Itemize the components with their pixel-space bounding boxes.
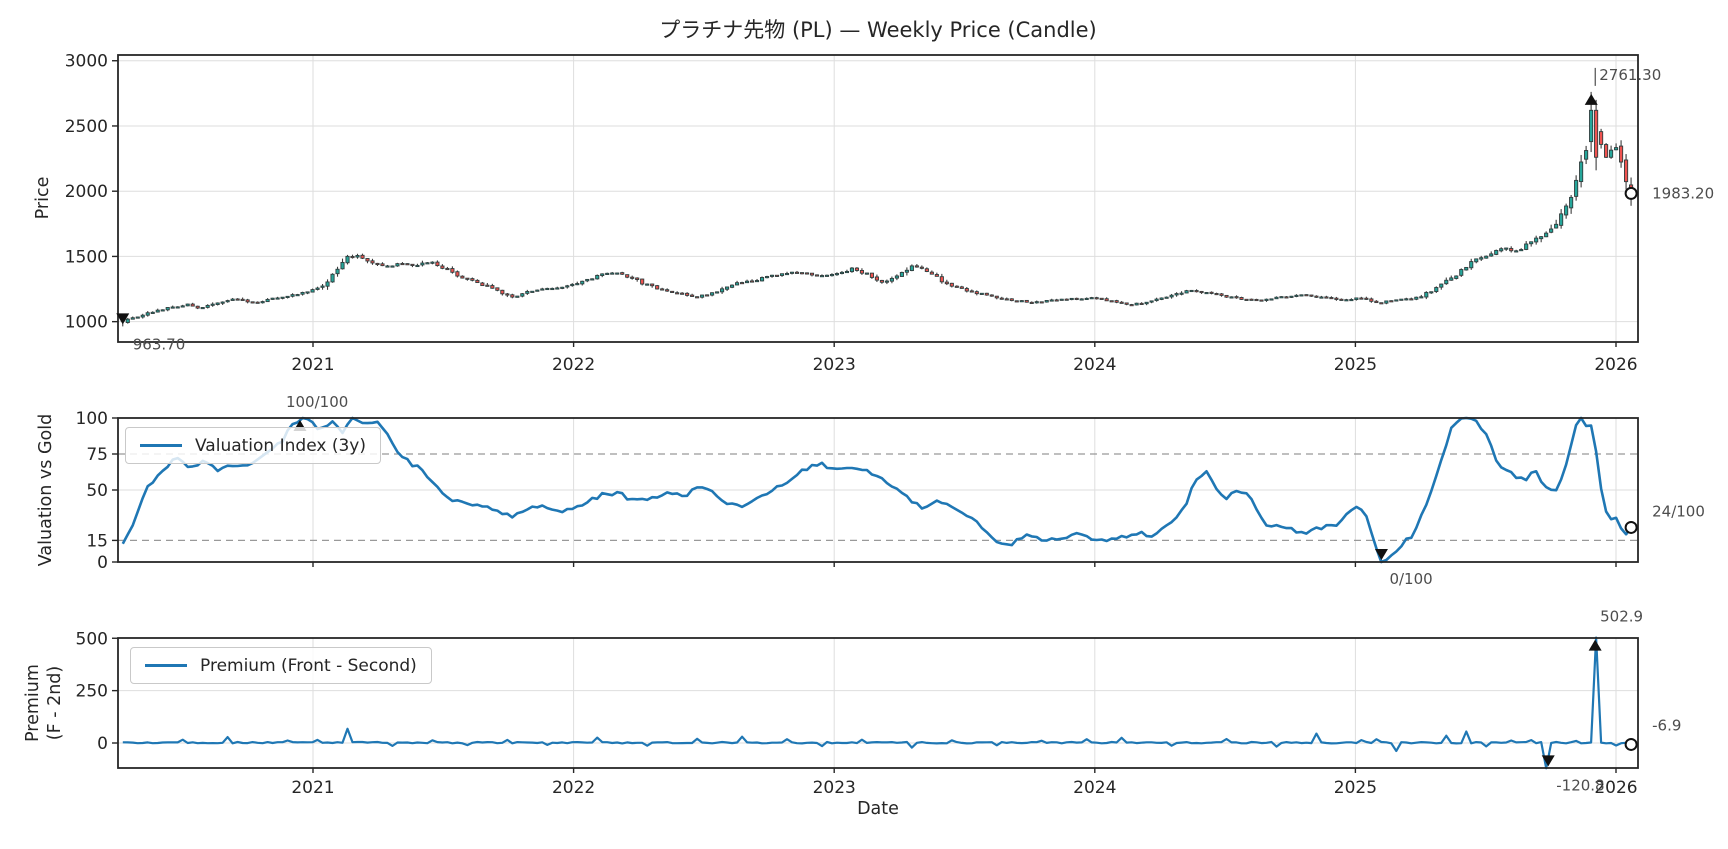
svg-text:2000: 2000 xyxy=(65,182,108,202)
svg-text:2761.30: 2761.30 xyxy=(1599,66,1661,84)
svg-text:2022: 2022 xyxy=(552,355,595,375)
svg-text:502.9: 502.9 xyxy=(1600,608,1643,626)
svg-text:1000: 1000 xyxy=(65,313,108,333)
price-axis-label: Price xyxy=(33,176,54,220)
svg-text:2500: 2500 xyxy=(65,117,108,137)
annotation-0-100: 0/100 xyxy=(1374,549,1433,588)
svg-text:-120.8: -120.8 xyxy=(1556,776,1604,794)
annotation-2761-30: 2761.30 xyxy=(1584,66,1661,105)
annotation-6-9: -6.9 xyxy=(1624,716,1681,751)
chart-title: プラチナ先物 (PL) — Weekly Price (Candle) xyxy=(659,18,1097,42)
annotation-120-8: -120.8 xyxy=(1541,755,1605,794)
svg-text:-6.9: -6.9 xyxy=(1652,716,1681,734)
axes: 1000150020002500300001550751000250500202… xyxy=(65,52,1639,798)
annotation-100-100: 100/100 xyxy=(286,393,348,431)
valuation-axis-label: Valuation vs Gold xyxy=(36,413,57,567)
premium-axis-label: Premium (F - 2nd) xyxy=(23,664,67,742)
valuation-legend-label: Valuation Index (3y) xyxy=(195,435,366,456)
svg-text:50: 50 xyxy=(86,481,108,501)
svg-text:2022: 2022 xyxy=(552,778,595,798)
svg-text:24/100: 24/100 xyxy=(1652,502,1705,520)
svg-text:75: 75 xyxy=(86,445,108,465)
candlestick-series xyxy=(120,91,1634,327)
svg-text:0/100: 0/100 xyxy=(1389,570,1432,588)
svg-text:2026: 2026 xyxy=(1594,355,1637,375)
svg-text:3000: 3000 xyxy=(65,52,108,72)
svg-text:0: 0 xyxy=(97,734,108,754)
svg-text:100/100: 100/100 xyxy=(286,393,348,411)
valuation-index-line xyxy=(121,416,1633,564)
svg-text:250: 250 xyxy=(76,682,108,702)
svg-text:2024: 2024 xyxy=(1073,355,1116,375)
svg-text:2025: 2025 xyxy=(1334,355,1377,375)
svg-text:500: 500 xyxy=(76,629,108,649)
svg-text:1983.20: 1983.20 xyxy=(1652,184,1714,202)
valuation-legend: Valuation Index (3y) xyxy=(125,427,381,464)
annotation-502-9: 502.9 xyxy=(1588,608,1643,651)
premium-legend-line-swatch xyxy=(145,663,187,668)
annotation-1983-20: 1983.20 xyxy=(1624,184,1714,202)
svg-text:2025: 2025 xyxy=(1334,778,1377,798)
premium-panel-frame xyxy=(117,637,1639,769)
svg-text:963.70: 963.70 xyxy=(133,335,186,353)
svg-text:1500: 1500 xyxy=(65,247,108,267)
annotation-963-70: 963.70 xyxy=(116,313,185,353)
svg-text:15: 15 xyxy=(86,531,108,551)
svg-text:100: 100 xyxy=(76,409,108,429)
svg-text:2021: 2021 xyxy=(291,778,334,798)
premium-axis-label-line1: Premium xyxy=(23,664,44,742)
annotations: 963.70 2761.30 1983.20 100/100 0/100 24/100 50… xyxy=(116,66,1714,794)
price-panel-frame xyxy=(117,54,1639,343)
annotation-24-100: 24/100 xyxy=(1624,502,1705,534)
premium-axis-label-line2: (F - 2nd) xyxy=(45,665,65,741)
svg-text:2026: 2026 xyxy=(1594,778,1637,798)
date-axis-label: Date xyxy=(857,799,899,819)
valuation-legend-line-swatch xyxy=(140,443,182,448)
premium-legend: Premium (Front - Second) xyxy=(130,647,432,684)
svg-text:2021: 2021 xyxy=(291,355,334,375)
svg-text:0: 0 xyxy=(97,553,108,573)
premium-line xyxy=(122,636,1632,770)
svg-text:2023: 2023 xyxy=(813,355,856,375)
svg-text:2023: 2023 xyxy=(813,778,856,798)
svg-text:2024: 2024 xyxy=(1073,778,1116,798)
premium-legend-label: Premium (Front - Second) xyxy=(200,655,417,676)
